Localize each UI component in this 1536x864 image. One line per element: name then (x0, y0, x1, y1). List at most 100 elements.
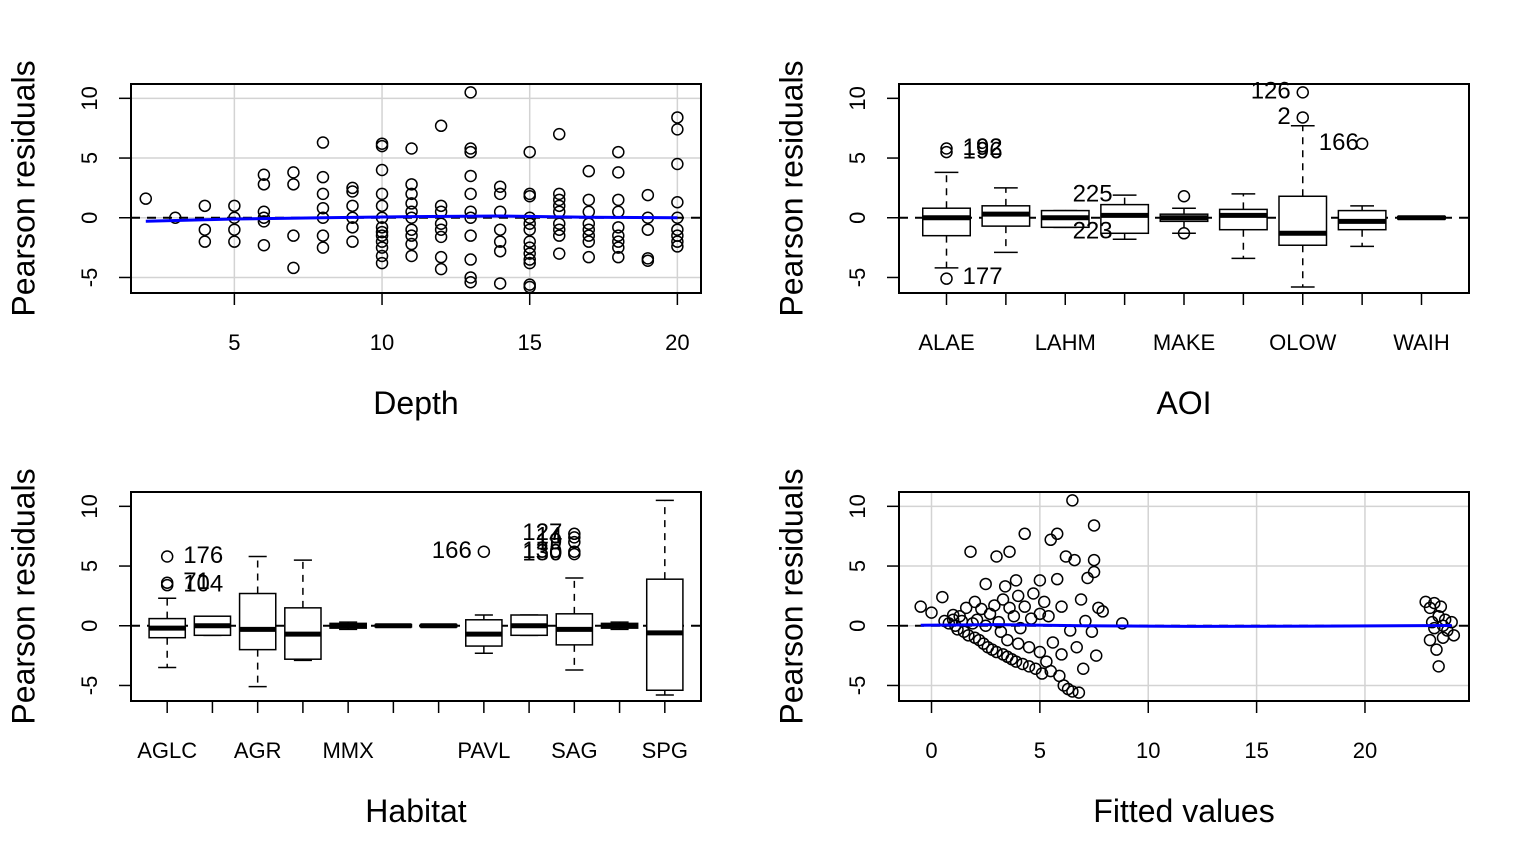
panel-3: -5 0 5 10 Pearson residuals AGLC AGR MMX PAVL SAG… (5, 468, 702, 829)
data-point-54 (1033, 574, 1047, 587)
data-point-77 (1072, 686, 1086, 699)
x-tick-label-0: ALAE (918, 330, 974, 355)
data-point-1 (925, 606, 938, 619)
outlier-1 (1296, 111, 1309, 124)
data-point-116 (612, 229, 625, 242)
data-point-21 (977, 637, 990, 650)
data-point-37 (1003, 545, 1016, 558)
data-point-101 (552, 229, 566, 242)
y-tick-label-0: -5 (845, 268, 870, 288)
y-tick-label-2: 5 (77, 560, 102, 572)
data-point-52 (405, 229, 418, 242)
data-point-96 (552, 193, 566, 207)
data-point-65 (1050, 572, 1064, 586)
data-point-97 (552, 199, 566, 213)
data-point-22 (979, 577, 992, 591)
outlier-label-6: 2 (1277, 103, 1290, 130)
x-tick-label-2: MAKE (1153, 330, 1215, 355)
x-tick-label-3: PAVL (457, 738, 510, 763)
data-point-28 (990, 645, 1003, 659)
data-point-95 (1428, 621, 1441, 635)
data-point-47 (405, 187, 418, 201)
x-tick-label-1: LAHM (1035, 330, 1096, 355)
data-point-89 (1115, 617, 1129, 630)
data-point-35 (375, 187, 389, 201)
x-tick-label-0: 0 (925, 738, 937, 763)
data-point-64 (464, 142, 477, 155)
outlier-label-5: 14 (536, 523, 563, 550)
data-point-27 (346, 185, 359, 198)
data-point-68 (1055, 600, 1068, 613)
outlier-label-1: 196 (963, 137, 1003, 164)
box-body (1278, 195, 1328, 246)
data-point-19 (972, 633, 986, 647)
data-point-74 (493, 180, 507, 193)
y-tick-label-3: 10 (845, 86, 870, 110)
outlier-label-2: 104 (183, 570, 223, 597)
data-point-34 (998, 580, 1012, 593)
data-point-1 (169, 211, 182, 225)
box-5 (329, 621, 367, 631)
outlier-label-3: 225 (1073, 180, 1113, 207)
y-axis-label: Pearson residuals (5, 60, 41, 316)
data-point-44 (1011, 589, 1025, 603)
box-body (1218, 208, 1268, 231)
outlier-label-4: 223 (1073, 217, 1113, 244)
data-point-102 (552, 247, 566, 260)
data-point-30 (992, 615, 1005, 629)
data-point-43 (375, 249, 389, 263)
data-point-90 (523, 253, 536, 266)
data-point-51 (405, 223, 418, 236)
data-point-17 (287, 229, 300, 242)
data-point-69 (464, 211, 477, 225)
outlier-1 (1177, 227, 1191, 240)
box-2 (193, 615, 232, 637)
data-point-77 (493, 223, 507, 236)
outlier-label-7: 166 (1319, 129, 1359, 156)
data-point-115 (612, 221, 625, 234)
data-point-38 (1003, 601, 1016, 615)
outlier-label-8: 130 (522, 539, 562, 566)
box-4 (1100, 194, 1150, 241)
outlier-label-3: 166 (432, 537, 472, 564)
data-point-29 (990, 550, 1003, 563)
panel-2: -5 0 5 10 Pearson residuals ALAE LAHM MAKE OLOW W… (773, 60, 1470, 421)
data-point-31 (994, 625, 1008, 638)
outlier-2 (940, 272, 953, 285)
outlier-4 (568, 547, 581, 561)
data-point-21 (316, 187, 330, 201)
outlier-0 (940, 142, 953, 155)
data-point-46 (405, 178, 418, 191)
data-point-113 (612, 193, 625, 207)
data-point-48 (1018, 600, 1031, 613)
y-tick-label-0: -5 (77, 268, 102, 288)
data-point-103 (582, 164, 596, 178)
data-point-110 (582, 250, 596, 264)
data-point-15 (287, 166, 300, 179)
data-point-60 (434, 230, 448, 244)
data-point-81 (523, 145, 536, 159)
data-point-55 (434, 119, 448, 133)
outlier-0 (160, 550, 174, 563)
x-axis-label: Habitat (365, 793, 467, 829)
outlier-label-5: 126 (1251, 78, 1291, 105)
data-point-16 (968, 595, 982, 609)
plot-frame (898, 83, 1470, 294)
x-tick-label-3: OLOW (1269, 330, 1336, 355)
outlier-label-0: 192 (963, 134, 1003, 161)
data-point-64 (1050, 527, 1064, 541)
data-point-28 (346, 199, 359, 213)
box-1 (922, 142, 971, 285)
data-point-61 (1044, 533, 1057, 547)
box-9 (1397, 215, 1446, 221)
data-point-67 (1055, 648, 1068, 661)
box-8 (1337, 137, 1387, 248)
data-point-85 (1087, 565, 1101, 579)
data-point-41 (375, 235, 389, 248)
data-point-38 (375, 221, 389, 234)
data-point-63 (1046, 636, 1060, 649)
x-axis-label: Depth (373, 385, 458, 421)
data-point-118 (612, 241, 625, 254)
data-point-2 (936, 590, 949, 604)
data-point-105 (582, 205, 596, 219)
